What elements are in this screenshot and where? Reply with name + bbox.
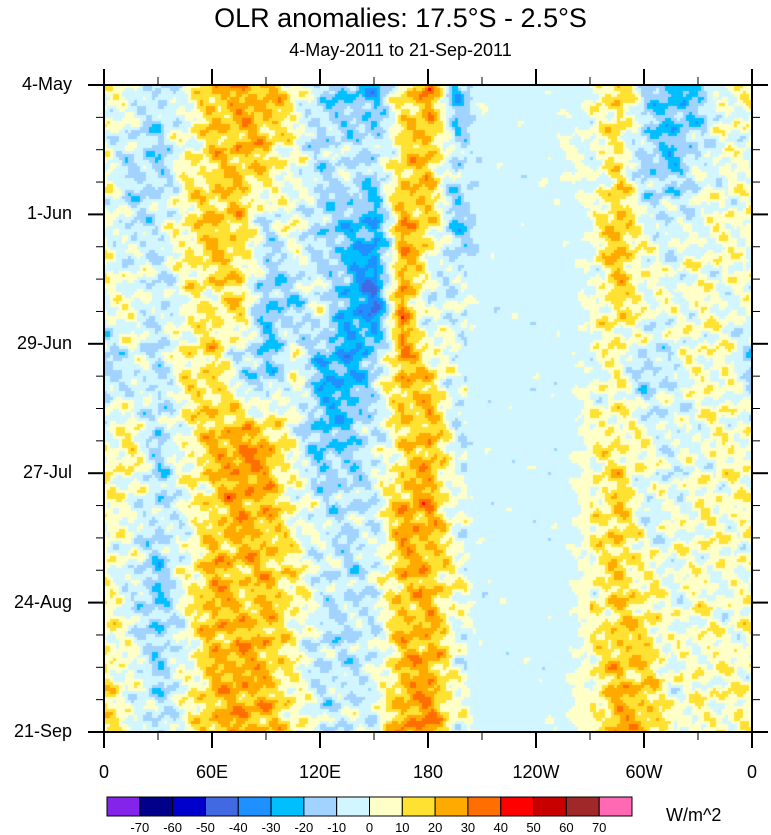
y-tick-label: 29-Jun <box>16 332 72 353</box>
colorbar-units: W/m^2 <box>666 805 722 825</box>
colorbar-box <box>237 796 272 817</box>
colorbar-box <box>336 796 370 817</box>
chart-title: OLR anomalies: 17.5°S - 2.5°S <box>214 3 587 33</box>
colorbar-label: 0 <box>365 820 374 835</box>
x-tick-label: 0 <box>98 762 109 782</box>
y-tick-label: 21-Sep <box>13 721 72 741</box>
x-tick-label: 180 <box>412 762 444 782</box>
y-tick-label: 1-Jun <box>26 203 72 224</box>
x-tick-label: 120E <box>298 762 342 782</box>
y-tick-label: 24-Aug <box>13 591 72 612</box>
x-tick-label: 60E <box>195 762 229 782</box>
chart-subtitle: 4-May-2011 to 21-Sep-2011 <box>289 40 512 60</box>
colorbar-label: 50 <box>526 820 541 835</box>
colorbar-label: 40 <box>493 820 508 835</box>
x-tick-label: 120W <box>512 762 560 782</box>
colorbar-label: -40 <box>228 820 248 835</box>
colorbar-box <box>500 796 535 817</box>
colorbar-label: -30 <box>261 820 281 835</box>
colorbar-label: 70 <box>591 820 607 835</box>
colorbar-box <box>467 796 502 817</box>
colorbar-label: 10 <box>395 820 410 835</box>
heatmap-field <box>104 85 752 732</box>
colorbar-box <box>533 796 567 817</box>
colorbar-box <box>434 796 469 817</box>
colorbar-box <box>204 796 239 817</box>
colorbar-label: -20 <box>294 820 314 835</box>
colorbar-box <box>270 796 305 817</box>
y-tick-label: 4-May <box>21 74 72 94</box>
plot-frame <box>103 84 753 733</box>
colorbar-label: -50 <box>196 820 215 835</box>
colorbar-box <box>401 796 436 817</box>
x-tick-label: 60W <box>625 762 663 782</box>
x-tick-label: 0 <box>746 762 757 782</box>
colorbar-label: 20 <box>427 820 443 835</box>
colorbar-box <box>565 796 600 817</box>
colorbar-box <box>598 796 633 817</box>
colorbar-box <box>172 796 206 817</box>
colorbar-label: -60 <box>163 820 183 835</box>
colorbar-label: -10 <box>327 820 347 835</box>
colorbar-box <box>139 796 174 817</box>
colorbar-box <box>369 796 403 817</box>
colorbar-label: 60 <box>559 820 574 835</box>
y-tick-label: 27-Jul <box>22 462 72 483</box>
colorbar-label: 30 <box>460 820 476 835</box>
colorbar-label: -70 <box>130 820 150 835</box>
colorbar-box <box>106 796 141 817</box>
colorbar-box <box>303 796 338 817</box>
